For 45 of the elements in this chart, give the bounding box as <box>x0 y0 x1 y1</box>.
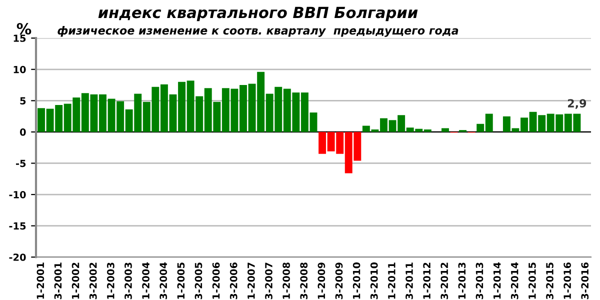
x-tick-label: 3-2007 <box>265 262 272 300</box>
x-tick-label: 3-2013 <box>476 262 484 300</box>
y-tick-label: 10 <box>14 66 26 74</box>
y-tick-label: 15 <box>14 34 26 42</box>
x-tick-label: 3-2010 <box>370 262 378 300</box>
x-tick-label: 1-2001 <box>36 262 44 299</box>
x-tick-label: 1-2004 <box>142 262 150 299</box>
x-tick-label: 3-2016 <box>581 262 589 300</box>
y-tick-label: -15 <box>9 222 26 230</box>
x-tick-label: 1-2003 <box>106 262 114 299</box>
y-tick-label: -10 <box>9 191 26 198</box>
y-tick-label: 5 <box>20 97 26 105</box>
x-tick-label: 3-2012 <box>440 262 448 300</box>
x-tick-label: 3-2015 <box>546 262 554 300</box>
x-tick-label: 1-2010 <box>352 262 360 299</box>
x-tick-label: 3-2008 <box>300 262 308 300</box>
x-tick-label: 1-2013 <box>458 262 466 299</box>
data-label: 2,9 <box>568 99 586 109</box>
chart-subtitle: физическое изменение к соотв. кварталу предыдущего года <box>58 26 458 37</box>
x-tick-label: 3-2011 <box>406 262 413 300</box>
x-tick-label: 1-2006 <box>212 262 220 299</box>
y-tick-label: -5 <box>16 160 26 168</box>
x-tick-label: 3-2005 <box>194 262 202 300</box>
x-tick-label: 1-2016 <box>564 262 571 299</box>
x-tick-label: 1-2011 <box>388 262 396 299</box>
x-tick-label: 1-2002 <box>72 262 80 299</box>
x-tick-label: 1-2015 <box>528 262 536 299</box>
chart-title: индекс квартального ВВП Болгарии <box>98 6 418 22</box>
bar <box>441 128 449 132</box>
x-tick-label: 1-2009 <box>318 262 326 299</box>
y-axis-title: % <box>16 22 32 35</box>
x-tick-label: 3-2002 <box>89 262 97 300</box>
y-tick-label: -20 <box>9 254 26 261</box>
y-tick-label: 0 <box>20 128 26 136</box>
x-tick-label: 1-2005 <box>177 262 185 299</box>
x-tick-label: 3-2006 <box>230 262 238 300</box>
x-tick-label: 1-2007 <box>247 262 255 299</box>
x-tick-label: 3-2014 <box>510 262 518 300</box>
x-tick-label: 1-2008 <box>282 262 290 299</box>
x-tick-label: 3-2004 <box>160 262 168 300</box>
x-tick-label: 3-2001 <box>54 262 62 300</box>
x-tick-label: 1-2012 <box>423 262 430 299</box>
x-tick-label: 3-2009 <box>335 262 343 300</box>
x-tick-label: 3-2003 <box>124 262 132 300</box>
x-tick-label: 1-2014 <box>493 262 501 299</box>
